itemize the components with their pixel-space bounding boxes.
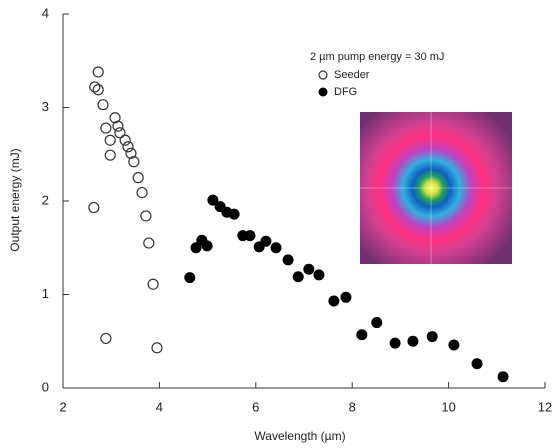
point [89,203,99,213]
legend-marker [319,88,327,96]
point [390,338,400,348]
point [120,135,130,145]
point [105,135,115,145]
point [283,255,293,265]
y-tick-label: 2 [42,192,49,207]
point [202,241,212,251]
annotation: 2 µm pump energy = 30 mJ [310,51,444,63]
point [245,231,255,241]
x-tick-label: 4 [156,399,163,414]
point [93,85,103,95]
x-tick-label: 8 [349,399,356,414]
point [293,272,303,282]
point [144,238,154,248]
point [115,128,125,138]
legend-marker [319,71,327,79]
point [449,340,459,350]
point [137,188,147,198]
x-axis-label: Wavelength (µm) [254,429,345,443]
point [113,121,123,131]
legend-label: Seeder [334,69,370,81]
point [229,209,239,219]
point [304,264,314,274]
point [427,332,437,342]
x-tick-label: 2 [59,399,66,414]
point [341,292,351,302]
page: {"chart_data": { "type": "scatter", "x_l… [0,0,552,448]
y-tick-label: 0 [42,379,49,394]
point [152,343,162,353]
point [129,157,139,167]
point [93,67,103,77]
point [372,318,382,328]
point [185,273,195,283]
y-axis-label: Output energy (mJ) [8,148,22,251]
x-tick-label: 12 [538,399,552,414]
point [357,330,367,340]
y-tick-label: 1 [42,286,49,301]
point [408,336,418,346]
point [329,296,339,306]
x-tick-label: 6 [252,399,259,414]
point [314,270,324,280]
point [472,359,482,369]
point [133,173,143,183]
chart: 2 µm pump energy = 30 mJ Wavelength (µm)… [0,0,552,448]
legend-label: DFG [334,86,357,98]
point [141,211,151,221]
point [498,372,508,382]
point [101,123,111,133]
point [90,82,100,92]
point [261,236,271,246]
beam-profile-inset [360,112,512,264]
x-tick-label: 10 [441,399,455,414]
y-tick-label: 4 [42,5,49,20]
point [148,279,158,289]
y-tick-label: 3 [42,99,49,114]
point [271,243,281,253]
point [105,150,115,160]
point [123,142,133,152]
point [101,333,111,343]
point [98,100,108,110]
